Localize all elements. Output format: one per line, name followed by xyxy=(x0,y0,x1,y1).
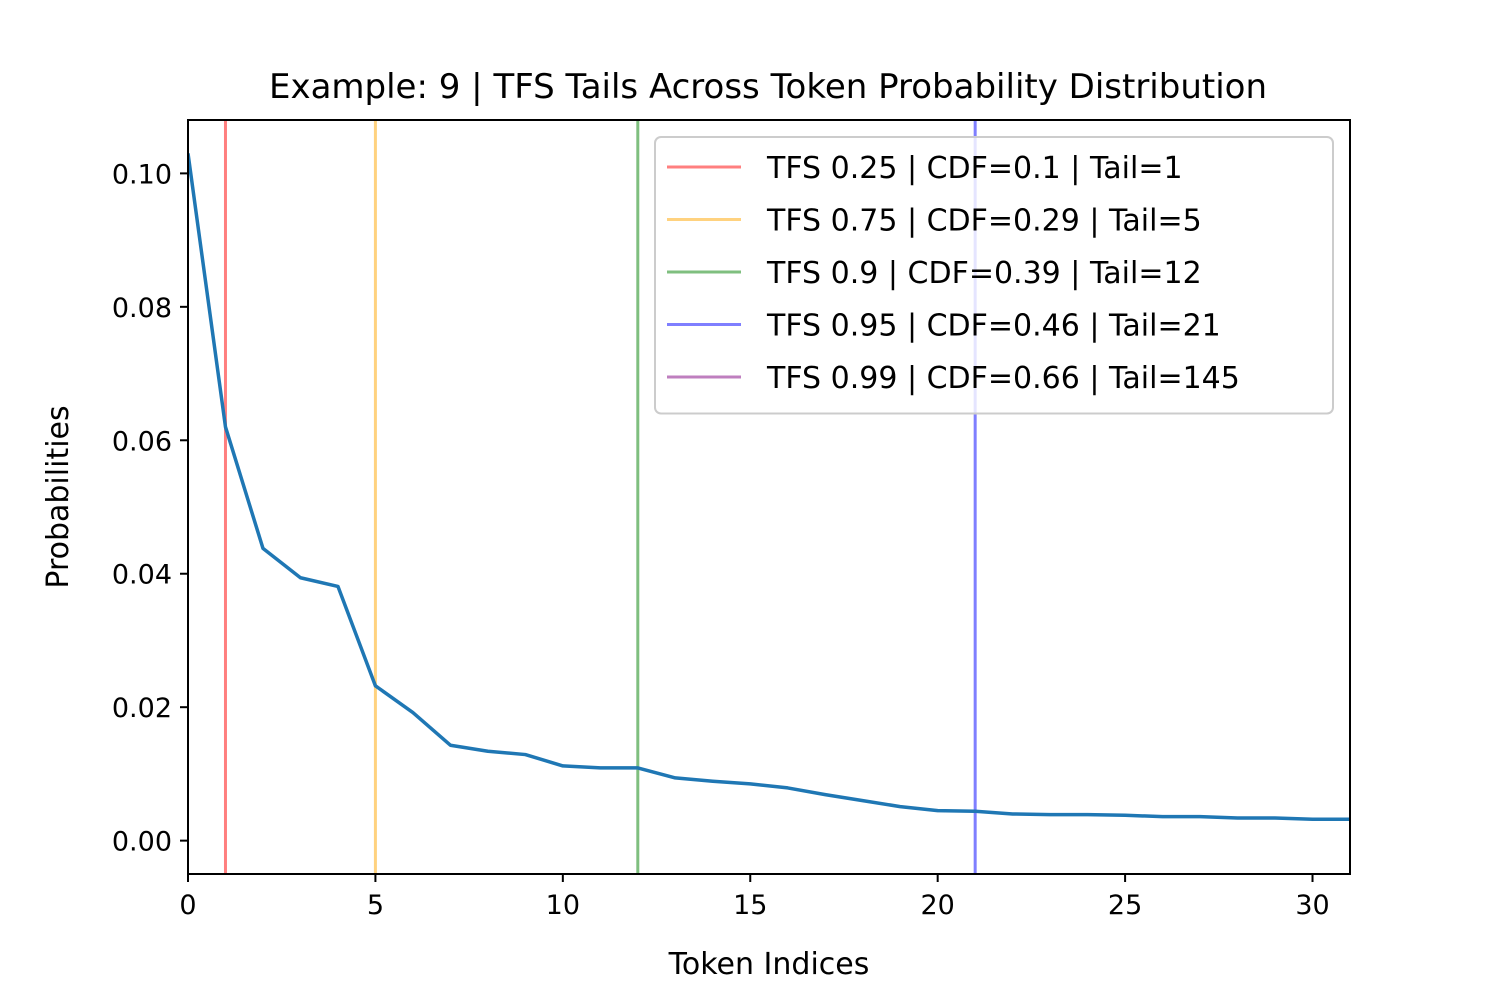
plot-frame xyxy=(187,119,1351,875)
y-axis-label: Probabilities xyxy=(41,405,76,588)
legend-box xyxy=(654,136,1334,415)
x-tick-label: 10 xyxy=(546,890,580,921)
x-axis-label: Token Indices xyxy=(668,947,870,982)
x-tick-label: 5 xyxy=(367,890,384,921)
y-tick-label: 0.02 xyxy=(112,693,172,724)
legend-entry-2: TFS 0.9 | CDF=0.39 | Tail=12 xyxy=(766,256,1202,291)
y-tick-label: 0.06 xyxy=(112,426,172,457)
legend-entry-0: TFS 0.25 | CDF=0.1 | Tail=1 xyxy=(766,151,1183,186)
legend-entry-1: TFS 0.75 | CDF=0.29 | Tail=5 xyxy=(766,204,1202,239)
y-tick-label: 0.04 xyxy=(112,560,172,591)
x-tick-label: 0 xyxy=(179,890,196,921)
x-tick-label: 30 xyxy=(1295,890,1329,921)
y-tick-label: 0.08 xyxy=(112,293,172,324)
legend-entry-3: TFS 0.95 | CDF=0.46 | Tail=21 xyxy=(766,309,1221,344)
y-tick-label: 0.10 xyxy=(112,159,172,190)
x-tick-label: 20 xyxy=(920,890,954,921)
probability-series-line xyxy=(188,153,1350,822)
x-tick-label: 25 xyxy=(1108,890,1142,921)
legend: TFS 0.25 | CDF=0.1 | Tail=1 TFS 0.75 | CD… xyxy=(654,136,1334,415)
y-tick-label: 0.00 xyxy=(112,827,172,858)
legend-entry-4: TFS 0.99 | CDF=0.66 | Tail=145 xyxy=(766,361,1240,396)
chart-title: Example: 9 | TFS Tails Across Token Prob… xyxy=(269,67,1267,107)
x-tick-label: 15 xyxy=(733,890,767,921)
